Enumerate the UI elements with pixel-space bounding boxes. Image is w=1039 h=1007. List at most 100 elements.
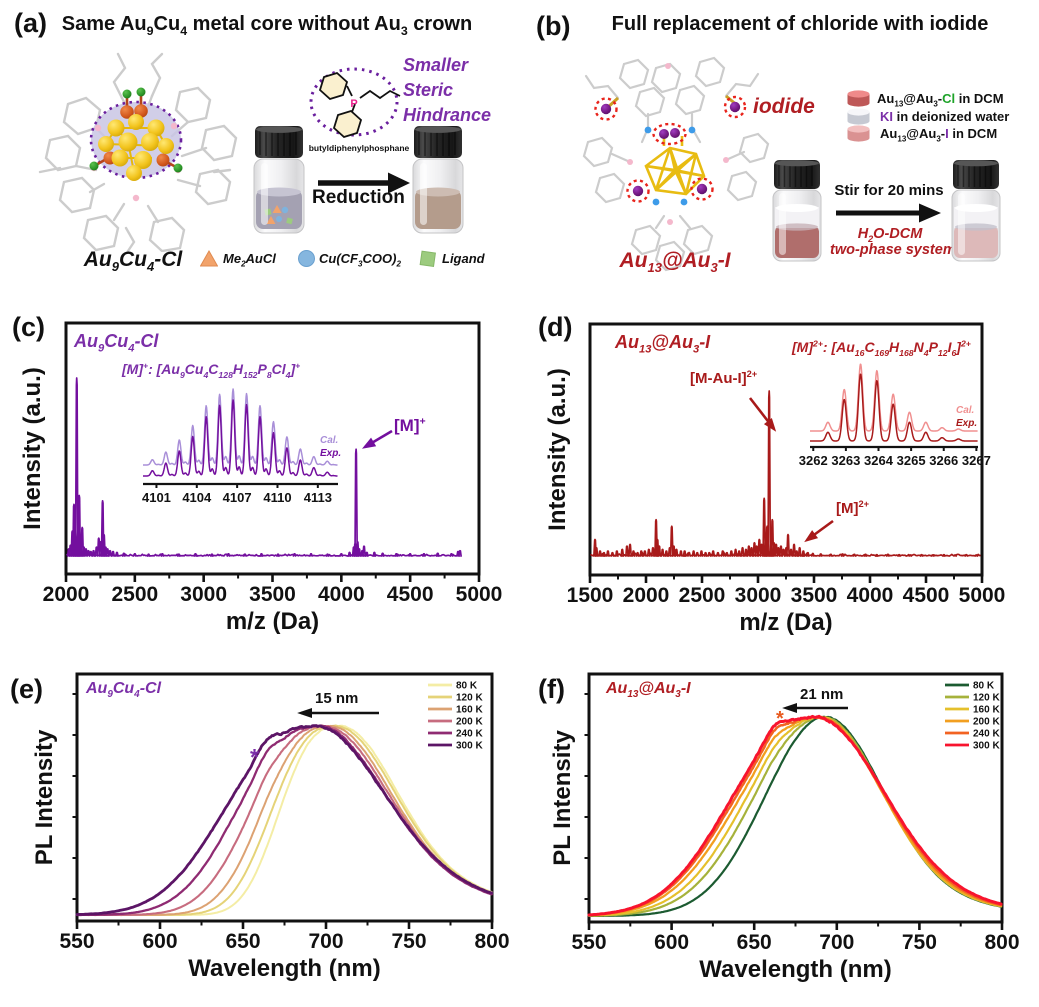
iodide-label: iodide bbox=[753, 95, 815, 118]
chart-f-star-marker: * bbox=[776, 708, 784, 730]
pl-curve-80k bbox=[76, 724, 493, 916]
mass-spectrum-d: 1500 2000 2500 3000 3500 4000 4500 5000 m/z (Da)… bbox=[544, 322, 1005, 636]
pl-spectra-e: 550 600 650 700 750 800 Wavelength (nm) PL Inte… bbox=[31, 672, 510, 982]
x-tick-label: 650 bbox=[225, 930, 260, 953]
inset-tick-label: 3267 bbox=[962, 453, 991, 468]
circle-icon bbox=[298, 250, 315, 267]
x-tick-label: 750 bbox=[902, 931, 937, 954]
pl-curve-120k bbox=[76, 724, 493, 916]
ligand-sticks-b bbox=[582, 56, 770, 272]
molecule-au9cu4-structure bbox=[38, 52, 238, 252]
panel-a-cluster-label: Au9Cu4-Cl bbox=[83, 248, 183, 275]
nitrogen-atoms bbox=[644, 126, 696, 206]
inset-trace-cal bbox=[142, 388, 338, 466]
pl-curve-200k bbox=[75, 724, 493, 917]
inset-tick-label: 4101 bbox=[142, 490, 171, 505]
x-tick-label: 600 bbox=[654, 931, 689, 954]
iodide-atoms bbox=[600, 101, 741, 197]
x-tick-label: 650 bbox=[737, 931, 772, 954]
x-tick-label: 550 bbox=[571, 931, 606, 954]
chart-d-inset-title: [M]2+: [Au16C169H168N4P12I6]2+ bbox=[792, 338, 971, 358]
legend-label: 80 K bbox=[456, 681, 478, 692]
x-tick-label: 4500 bbox=[387, 583, 434, 606]
x-tick-label: 2500 bbox=[111, 583, 158, 606]
steric-hindrance-note: Smaller Steric Hindrance bbox=[403, 55, 492, 125]
reduction-arrow bbox=[318, 172, 410, 194]
disk-red-icon bbox=[847, 90, 870, 107]
phosphine-caption: butyldiphenylphosphane bbox=[308, 143, 410, 153]
x-tick-label: 2500 bbox=[679, 584, 726, 607]
pl-curve-240k bbox=[75, 724, 493, 917]
x-tick-label: 2000 bbox=[623, 584, 670, 607]
legend-label: 160 K bbox=[456, 705, 483, 716]
stir-label: Stir for 20 mins bbox=[834, 182, 944, 199]
chart-c-inset-title: [M]+: [Au9Cu4C128H152P8Cl4]+ bbox=[122, 360, 301, 380]
legend-cu-label: Cu(CF3COO)2 bbox=[319, 251, 401, 269]
panel-a-letter: (a) bbox=[14, 8, 47, 38]
molecule-au13-structure bbox=[582, 56, 770, 272]
x-tick-label: 600 bbox=[142, 930, 177, 953]
legend-i-dcm-label: Au13@Au3-I in DCM bbox=[880, 126, 998, 144]
x-tick-label: 4000 bbox=[847, 584, 894, 607]
legend-label: 300 K bbox=[456, 741, 483, 752]
legend-label: 240 K bbox=[456, 729, 483, 740]
x-tick-label: 4000 bbox=[318, 583, 365, 606]
legend-label: 120 K bbox=[973, 693, 1000, 704]
annotation-arrow-head bbox=[297, 708, 312, 718]
inset-tick-label: 4104 bbox=[182, 490, 212, 505]
plot-frame bbox=[588, 322, 984, 577]
chart-e-label: Au9Cu4-Cl bbox=[86, 680, 162, 701]
panel-b-cluster-label: Au13@Au3-I bbox=[619, 249, 731, 276]
pl-curve-300k bbox=[75, 724, 494, 916]
legend-label: 200 K bbox=[973, 717, 1000, 728]
panel-d-letter: (d) bbox=[538, 312, 573, 342]
chart-e-star-marker: * bbox=[250, 744, 259, 770]
x-tick-label: 700 bbox=[308, 930, 343, 953]
x-tick-label: 800 bbox=[474, 930, 509, 953]
inset-tick-label: 3265 bbox=[897, 453, 926, 468]
x-axis-title: m/z (Da) bbox=[226, 608, 319, 635]
phosphine-structure: P bbox=[309, 67, 401, 139]
square-icon bbox=[419, 250, 436, 267]
pl-curve-160k bbox=[587, 715, 1003, 917]
pl-spectra-f: 550 600 650 700 750 800 Wavelength (nm) PL Inte… bbox=[549, 672, 1020, 983]
x-axis-title: Wavelength (nm) bbox=[699, 956, 891, 983]
cl-atoms bbox=[89, 87, 183, 173]
legend-label: 80 K bbox=[973, 681, 995, 692]
pl-curve-300k bbox=[587, 714, 1003, 917]
inset-trace-exp bbox=[142, 399, 338, 477]
annotation-arrow-head bbox=[804, 530, 819, 543]
x-tick-label: 700 bbox=[819, 931, 854, 954]
chart-d-fragment-annotation: [M-Au-I]2+ bbox=[690, 369, 758, 387]
x-axis-title: Wavelength (nm) bbox=[188, 955, 380, 982]
phosphine-dashed-ring bbox=[309, 67, 399, 137]
y-axis-title: PL Intensity bbox=[31, 729, 58, 865]
x-tick-label: 750 bbox=[391, 930, 426, 953]
vial-reduced-product bbox=[412, 126, 464, 234]
vial-precursor bbox=[253, 126, 305, 234]
pl-curve-240k bbox=[587, 715, 1003, 917]
x-tick-label: 3500 bbox=[249, 583, 296, 606]
inset-trace-exp bbox=[809, 373, 978, 442]
au13-core-sticks bbox=[644, 136, 706, 196]
annotation-arrow-head bbox=[782, 703, 797, 713]
x-tick-label: 5000 bbox=[456, 583, 503, 606]
inset-tick-label: 4113 bbox=[304, 490, 332, 505]
iodide-dashed-circles bbox=[594, 95, 747, 203]
spectrum-trace bbox=[66, 377, 462, 557]
inset-cal-label: Cal. bbox=[320, 435, 338, 446]
panel-c-letter: (c) bbox=[12, 312, 45, 342]
panel-e-letter: (e) bbox=[10, 674, 43, 704]
reduction-label: Reduction bbox=[312, 187, 405, 208]
inset-tick-label: 4107 bbox=[223, 490, 252, 505]
gold-rods bbox=[605, 94, 739, 110]
y-axis-title: Intensity (a.u.) bbox=[19, 367, 46, 530]
triangle-icon bbox=[200, 250, 218, 267]
x-axis-title: m/z (Da) bbox=[739, 609, 832, 636]
two-phase-note: H2O-DCM two-phase system bbox=[830, 226, 956, 258]
inset-tick-label: 3263 bbox=[831, 453, 860, 468]
legend-ki-label: KI in deionized water bbox=[880, 109, 1010, 124]
chart-c-label: Au9Cu4-Cl bbox=[74, 331, 159, 355]
y-axis-title: Intensity (a.u.) bbox=[544, 368, 571, 531]
